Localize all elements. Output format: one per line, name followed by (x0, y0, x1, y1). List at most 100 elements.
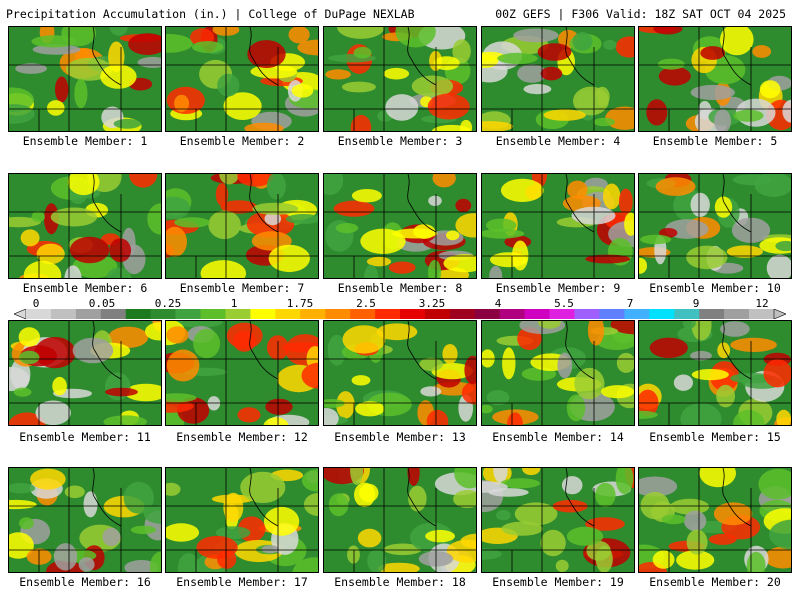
ensemble-member-label: Ensemble Member: 13 (334, 430, 466, 444)
ensemble-map-panel (165, 320, 319, 426)
precip-blob (324, 408, 339, 425)
precip-blob (730, 373, 774, 384)
precip-blob (20, 229, 40, 247)
precip-blob (166, 196, 191, 220)
precip-blob (699, 468, 736, 488)
precip-blob (455, 213, 476, 238)
precip-blob (78, 557, 95, 572)
state-boundary (407, 27, 437, 86)
precip-blob (19, 517, 34, 530)
precip-blob (507, 412, 523, 425)
precip-blob (413, 224, 436, 239)
precip-blob (166, 34, 193, 53)
legend-tick-label: 1.75 (286, 297, 314, 310)
precip-blob (759, 80, 781, 99)
precip-blob (690, 192, 710, 217)
precip-blob (367, 549, 387, 572)
precip-blob (301, 469, 318, 492)
precip-blob (264, 212, 282, 226)
ensemble-member-label: Ensemble Member: 3 (337, 134, 463, 148)
precip-blob (106, 267, 132, 278)
precip-blob (105, 387, 138, 397)
precip-field (166, 468, 318, 572)
state-boundary (722, 321, 752, 380)
precip-blob (517, 64, 547, 83)
precip-blob (561, 476, 583, 495)
state-boundary (92, 174, 122, 233)
precip-blob (482, 228, 525, 239)
precip-blob (746, 551, 766, 572)
precip-blob (426, 409, 449, 425)
precip-blob (461, 381, 476, 405)
precip-blob (108, 326, 149, 348)
precip-blob (639, 410, 658, 419)
precip-blob (537, 43, 572, 61)
precip-field (639, 174, 791, 278)
ensemble-member-label: Ensemble Member: 5 (652, 134, 778, 148)
precip-blob (124, 383, 161, 402)
precip-blob (18, 327, 40, 347)
precip-blob (691, 321, 712, 341)
ensemble-map-panel (481, 173, 635, 279)
ensemble-member-label: Ensemble Member: 20 (649, 575, 781, 589)
precip-blob (555, 559, 569, 572)
precip-field (9, 321, 161, 425)
precip-blob (215, 526, 251, 540)
colorbar-segment (200, 309, 226, 319)
precip-blob (640, 234, 672, 245)
state-boundary (407, 321, 437, 380)
precip-blob (103, 415, 147, 425)
precip-blob (147, 203, 161, 235)
precip-blob (247, 40, 286, 69)
precip-blob (395, 27, 436, 48)
ensemble-map-panel (8, 467, 162, 573)
state-boundary (92, 468, 122, 527)
precip-blob (616, 352, 634, 373)
state-boundary (249, 468, 279, 527)
precip-blob (301, 362, 318, 389)
precip-blob (489, 265, 503, 278)
precip-field (639, 321, 791, 425)
precip-blob (261, 545, 279, 554)
ensemble-map-panel (8, 26, 162, 132)
precip-blob (31, 35, 77, 48)
precip-blob (464, 355, 476, 385)
precip-blob (523, 84, 552, 95)
precip-blob (388, 261, 416, 274)
colorbar-segment (150, 309, 176, 319)
colorbar-segment (26, 309, 52, 319)
precip-blob (639, 257, 647, 274)
legend-tick-label: 7 (626, 297, 634, 310)
precip-blob (482, 481, 508, 493)
precip-field (324, 321, 476, 425)
ensemble-map-panel (323, 467, 477, 573)
precip-blob (336, 391, 355, 419)
precip-blob (782, 99, 791, 123)
precip-field (166, 174, 318, 278)
colorbar-segment (599, 309, 625, 319)
precip-blob (166, 226, 187, 257)
ensemble-member-label: Ensemble Member: 2 (179, 134, 305, 148)
precip-blob (351, 375, 371, 386)
precip-blob (646, 99, 668, 126)
precip-blob (109, 238, 132, 263)
precip-blob (174, 94, 190, 113)
precip-blob (682, 321, 696, 329)
precip-blob (658, 66, 691, 86)
map-title: Precipitation Accumulation (in.) | Colle… (6, 7, 415, 21)
precip-blob (288, 27, 310, 44)
precip-blob (407, 468, 420, 486)
precip-blob (653, 27, 683, 35)
ensemble-map-panel (481, 26, 635, 132)
precip-blob (716, 384, 735, 408)
precip-blob (196, 535, 238, 559)
precip-blob (383, 67, 410, 80)
colorbar-segment (699, 309, 725, 319)
precip-blob (303, 493, 318, 516)
precip-blob (610, 321, 634, 335)
precip-blob (217, 73, 240, 97)
colorbar (14, 309, 786, 319)
precip-blob (385, 94, 419, 121)
ensemble-map-panel (638, 467, 792, 573)
precip-blob (377, 562, 420, 572)
